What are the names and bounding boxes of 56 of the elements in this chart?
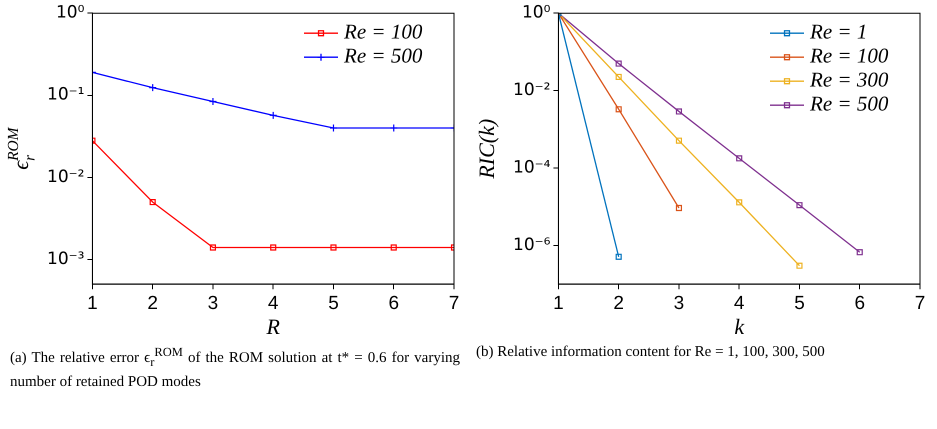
point — [148, 84, 157, 92]
x-tick-label: 6 — [388, 292, 400, 314]
x-tick-label: 2 — [147, 292, 158, 314]
point — [150, 199, 156, 206]
point — [856, 249, 863, 256]
point — [796, 262, 803, 269]
point — [736, 199, 742, 206]
x-tick-label: 7 — [914, 292, 926, 314]
legend-label: Re = 1 — [809, 20, 868, 44]
x-tick-label: 3 — [674, 292, 684, 314]
point — [676, 204, 682, 212]
x-axis-title: R — [265, 314, 280, 339]
point — [796, 202, 803, 208]
x-tick-label: 4 — [734, 292, 745, 314]
legend-label: Re = 100 — [809, 44, 889, 68]
x-tick-label: 2 — [613, 292, 624, 314]
y-tick-label: 10⁰ — [56, 2, 85, 23]
y-tick-label: 10⁻¹ — [47, 84, 84, 105]
legend-label: Re = 500 — [809, 92, 889, 116]
x-tick-label: 6 — [854, 292, 866, 314]
y-tick-label: 10⁻² — [513, 80, 550, 100]
point — [269, 111, 278, 120]
x-tick-label: 5 — [794, 292, 805, 314]
legend-label: Re = 500 — [343, 44, 423, 68]
y-axis-title: RIC(k) — [474, 118, 499, 180]
point — [616, 254, 622, 260]
legend-label: Re = 300 — [809, 68, 889, 92]
x-tick-label: 4 — [268, 292, 279, 314]
point — [390, 244, 397, 251]
x-tick-label: 1 — [87, 292, 98, 314]
point — [676, 108, 682, 115]
point — [616, 74, 622, 80]
point — [270, 244, 276, 251]
text: (b) Relative information content for Re = 1, 100, 300, 500 — [476, 343, 826, 362]
y-tick-label: 10⁻⁴ — [513, 157, 551, 178]
point — [676, 138, 682, 144]
point — [616, 106, 622, 112]
y-tick-label: 10⁰ — [522, 2, 551, 23]
point — [616, 60, 622, 67]
point — [330, 244, 337, 251]
y-tick-label: 10⁻³ — [47, 248, 84, 269]
x-axis-title: k — [734, 314, 746, 339]
x-tick-label: 5 — [328, 292, 339, 314]
point — [210, 244, 216, 251]
y-axis-title: ϵrROM — [5, 126, 39, 170]
point — [208, 97, 218, 106]
x-tick-label: 3 — [208, 292, 218, 314]
y-tick-label: 10⁻⁶ — [513, 234, 551, 255]
text: (a) The relative error ϵ$_{r}$$^{ROM}$ of the ROM solution at t* = 0.6 for varying number of retained POD modes — [10, 344, 460, 392]
x-tick-label: 1 — [553, 292, 564, 314]
y-tick-label: 10⁻² — [47, 166, 84, 187]
x-tick-label: 7 — [448, 292, 460, 314]
legend-label: Re = 100 — [343, 20, 423, 44]
point — [390, 124, 398, 132]
point — [329, 124, 338, 132]
point — [736, 155, 742, 162]
